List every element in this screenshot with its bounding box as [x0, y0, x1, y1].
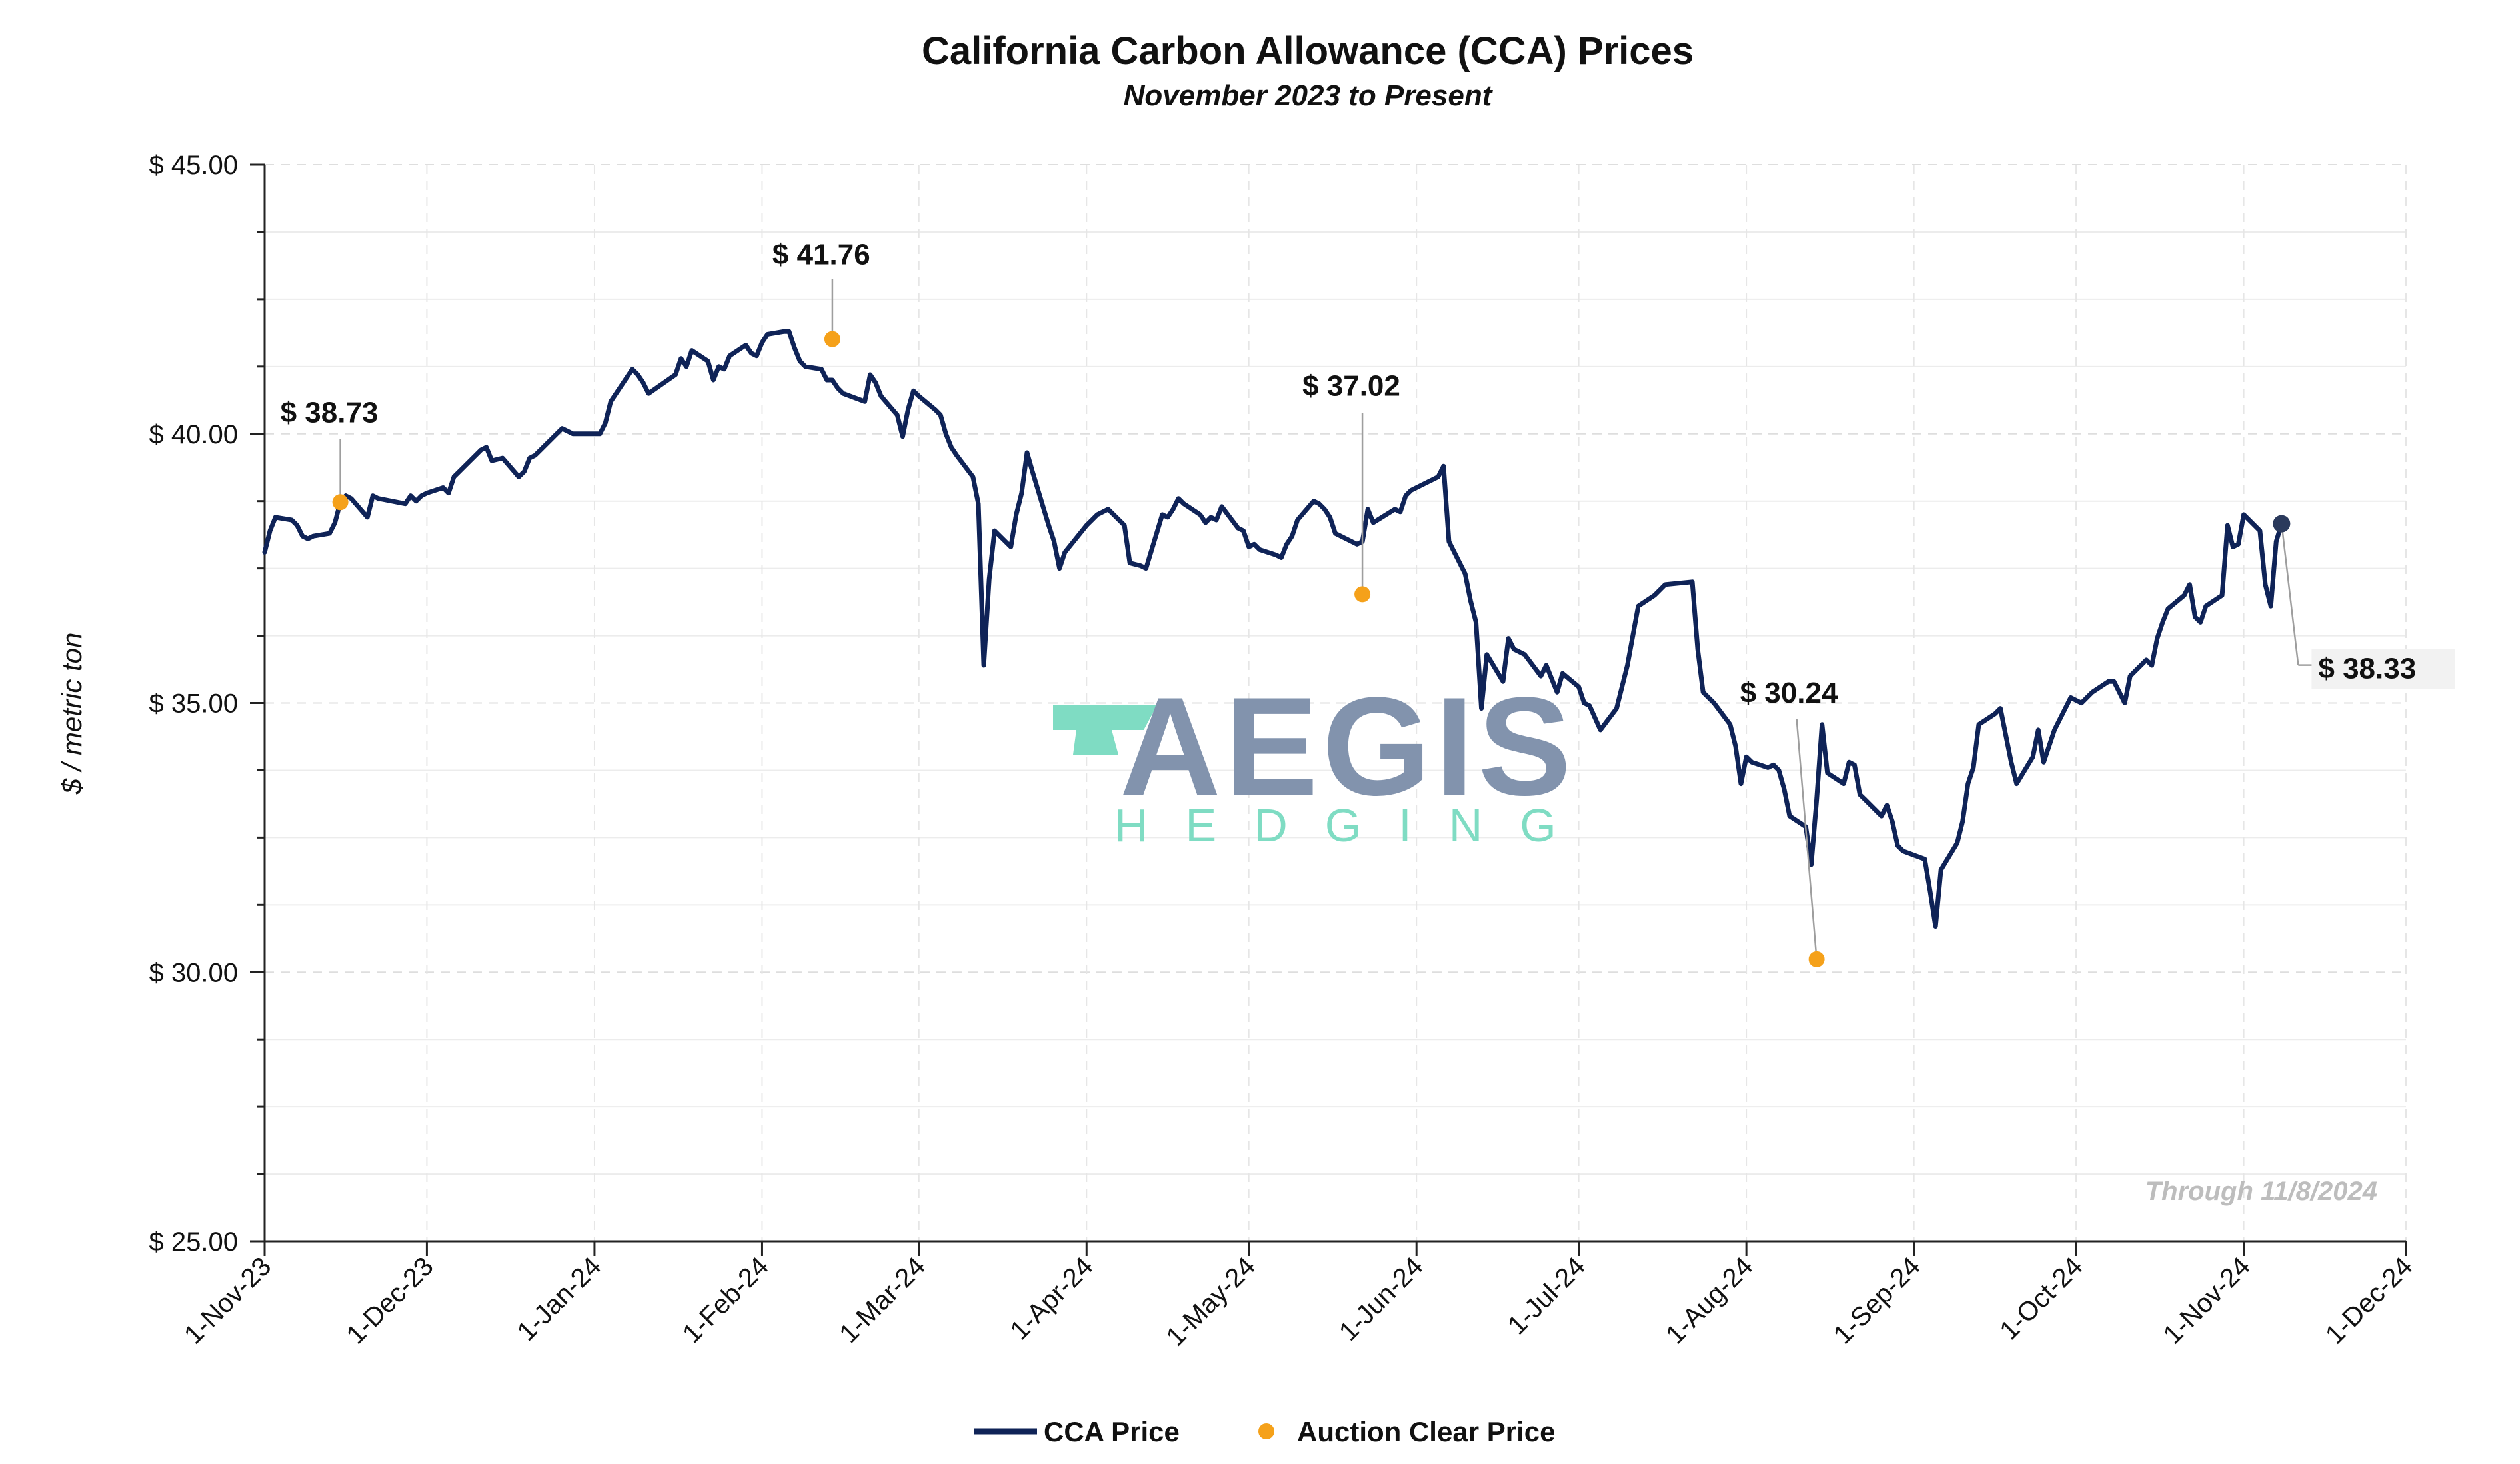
chart-title: California Carbon Allowance (CCA) Prices — [922, 29, 1694, 73]
watermark-text-hedging: HEDGING — [1114, 799, 1594, 851]
y-axis-ticks: $ 25.00 $ 30.00 $ 35.00 $ 40.00 $ 45.00 — [149, 151, 238, 1257]
auction-clear-price-point — [332, 494, 349, 511]
annotation-leaders — [339, 279, 2313, 959]
annotations: $ 38.73 $ 41.76 $ 37.02 $ 30.24 $ 38.33 — [281, 239, 2455, 709]
legend-label-cca-price: CCA Price — [1044, 1416, 1180, 1447]
legend: CCA Price Auction Clear Price — [974, 1416, 1555, 1447]
watermark-logo: AEGIS HEDGING — [1053, 668, 1594, 851]
grid — [265, 164, 2407, 1241]
y-tick-label: $ 35.00 — [149, 689, 238, 719]
annotation-leader-line — [2281, 523, 2299, 665]
annotation-label: $ 30.24 — [1740, 677, 1838, 709]
legend-swatch-auction-clear-price — [1258, 1423, 1274, 1439]
auction-clear-price-point — [1354, 586, 1371, 603]
auction-points — [332, 331, 2291, 967]
annotation-label: $ 37.02 — [1302, 369, 1400, 402]
chart-subtitle: November 2023 to Present — [1124, 79, 1494, 112]
annotation-label: $ 38.73 — [281, 396, 379, 429]
annotation-label: $ 38.33 — [2318, 653, 2416, 685]
footnote-through-date: Through 11/8/2024 — [2145, 1177, 2377, 1206]
series-lines — [262, 329, 2284, 929]
cca-price-last-point — [2273, 515, 2291, 533]
auction-clear-price-point — [824, 331, 840, 347]
watermark-text-aegis: AEGIS — [1120, 668, 1575, 825]
y-tick-label: $ 45.00 — [149, 151, 238, 180]
y-tick-label: $ 25.00 — [149, 1227, 238, 1257]
series-line-cca-price — [262, 329, 2284, 929]
annotation-label: $ 41.76 — [772, 239, 870, 271]
annotation-leader-line — [1796, 719, 1818, 959]
watermark-mark-icon — [1053, 705, 1157, 755]
axes — [250, 163, 2407, 1256]
y-tick-label: $ 30.00 — [149, 958, 238, 987]
y-tick-label: $ 40.00 — [149, 420, 238, 449]
auction-clear-price-point — [1808, 951, 1825, 967]
legend-label-auction-clear-price: Auction Clear Price — [1297, 1416, 1555, 1447]
y-axis-label: $ / metric ton — [56, 633, 87, 795]
annotation-background — [2311, 649, 2455, 689]
